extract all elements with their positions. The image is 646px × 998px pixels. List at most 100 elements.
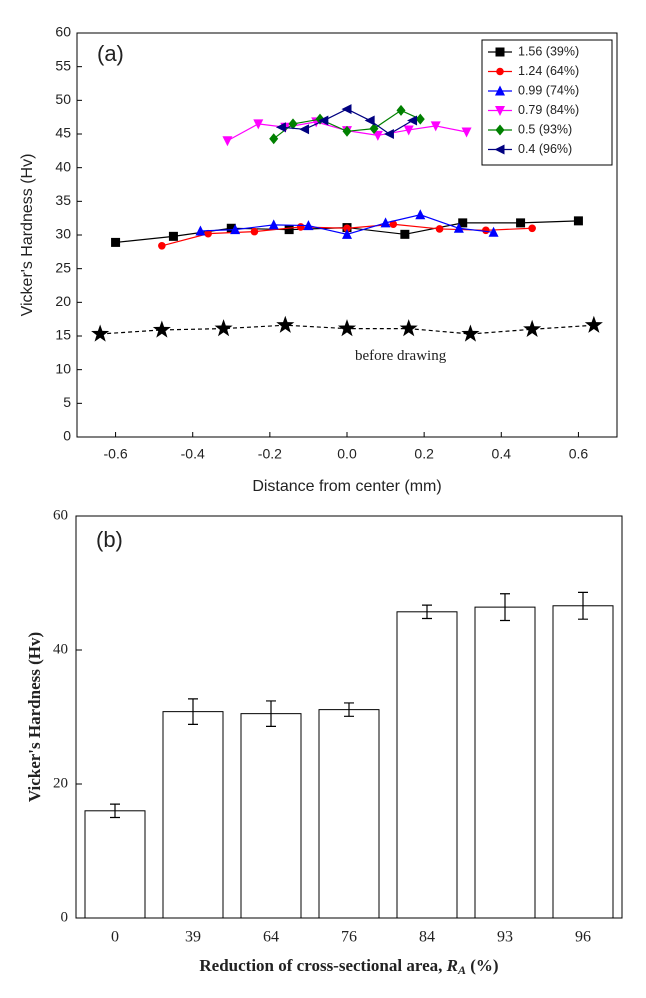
x-axis-label: Reduction of cross-sectional area, RA (%…: [199, 956, 498, 977]
marker: [303, 220, 314, 231]
x-tick-label: 76: [341, 929, 357, 946]
x-axis-label: Distance from center (mm): [252, 478, 441, 495]
x-tick-label: 0.0: [337, 446, 357, 462]
legend-marker: [495, 106, 505, 116]
marker: [214, 319, 233, 337]
marker: [584, 315, 603, 333]
x-tick-label: -0.6: [104, 446, 128, 462]
marker: [523, 319, 542, 337]
marker: [364, 115, 375, 126]
error-bar: [578, 591, 588, 620]
marker: [415, 209, 426, 220]
marker: [380, 217, 391, 228]
marker: [288, 118, 298, 130]
y-axis-label: Vicker's Hardness (Hv): [19, 154, 36, 317]
marker: [369, 123, 379, 135]
marker: [383, 129, 394, 139]
x-tick-label: 93: [497, 929, 513, 946]
bar: [396, 611, 458, 919]
marker: [276, 315, 295, 333]
marker: [342, 125, 352, 137]
marker: [488, 226, 499, 237]
marker: [342, 228, 352, 239]
x-tick-label: 0.4: [492, 446, 512, 462]
marker: [91, 324, 110, 342]
marker: [403, 125, 414, 136]
error-bar: [266, 700, 276, 727]
x-axis-label-text: Reduction of cross-sectional area,: [199, 956, 446, 975]
error-bar: [188, 698, 198, 725]
panel-label: (b): [96, 527, 123, 552]
y-tick-label: 0: [61, 909, 69, 925]
marker: [528, 224, 536, 233]
x-tick-label: 84: [419, 929, 435, 946]
y-axis-label: Vicker's Hardness (Hv): [25, 632, 44, 802]
x-tick-label: 96: [575, 929, 591, 946]
marker: [396, 104, 406, 116]
x-tick-label: -0.4: [181, 446, 205, 462]
marker: [204, 229, 212, 238]
x-tick-label: -0.2: [258, 446, 282, 462]
marker: [222, 136, 233, 147]
legend-marker: [496, 67, 504, 76]
marker: [461, 324, 480, 342]
marker: [372, 130, 383, 141]
marker: [230, 224, 241, 235]
bar: [318, 709, 380, 919]
x-axis-label-unit: (%): [466, 956, 499, 975]
bar: [552, 605, 614, 919]
bar: [240, 713, 302, 919]
marker: [158, 241, 166, 250]
error-bar: [344, 702, 354, 717]
bar: [84, 810, 146, 919]
legend-label: 1.24 (64%): [518, 64, 579, 78]
y-tick-label: 50: [55, 91, 71, 107]
marker: [482, 226, 490, 235]
x-tick-label: 39: [185, 929, 201, 946]
y-tick-label: 30: [55, 226, 71, 242]
marker: [516, 218, 526, 228]
marker: [453, 222, 464, 233]
marker: [400, 229, 410, 239]
marker: [573, 216, 583, 226]
legend-label: 0.99 (74%): [518, 83, 579, 97]
error-bar: [110, 803, 120, 819]
y-tick-label: 25: [55, 259, 71, 275]
bar: [474, 606, 536, 919]
y-tick-label: 35: [55, 192, 71, 208]
marker: [407, 115, 418, 126]
legend-label: 0.5 (93%): [518, 122, 572, 136]
error-bar: [500, 593, 510, 622]
marker: [415, 113, 425, 125]
marker: [458, 218, 468, 228]
y-tick-label: 55: [55, 57, 71, 73]
marker: [343, 224, 351, 233]
marker: [341, 104, 352, 115]
y-tick-label: 60: [53, 507, 68, 523]
legend-marker: [495, 124, 505, 136]
annotation: before drawing: [355, 348, 447, 364]
legend-marker: [494, 144, 505, 155]
marker: [275, 122, 286, 133]
marker: [195, 225, 206, 236]
error-bar: [422, 604, 432, 620]
x-tick-label: 64: [263, 929, 279, 946]
legend-label: 1.56 (39%): [518, 44, 579, 58]
y-tick-label: 40: [55, 158, 71, 174]
y-tick-label: 45: [55, 125, 71, 141]
y-tick-label: 60: [55, 24, 71, 40]
marker: [250, 227, 259, 236]
marker: [152, 320, 171, 338]
marker: [461, 127, 472, 138]
bar: [162, 711, 224, 919]
y-tick-label: 15: [55, 327, 71, 343]
marker: [268, 219, 279, 230]
marker: [399, 319, 418, 337]
marker: [299, 124, 310, 135]
marker: [253, 119, 264, 130]
x-axis-label-sub: A: [457, 963, 466, 977]
x-tick-label: 0.2: [414, 446, 434, 462]
legend-label: 0.79 (84%): [518, 103, 579, 117]
x-axis-label-var: R: [446, 956, 458, 975]
marker: [269, 133, 279, 145]
